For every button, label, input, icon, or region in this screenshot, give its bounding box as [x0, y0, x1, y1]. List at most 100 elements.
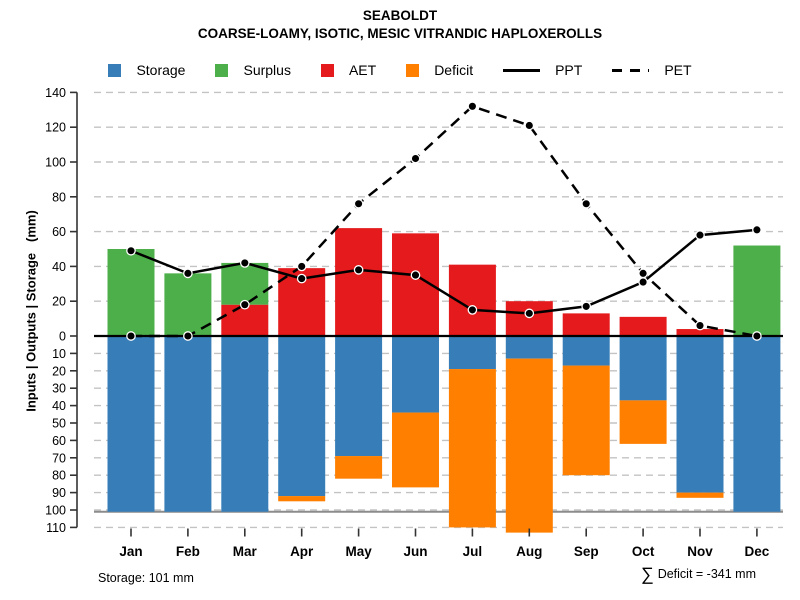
pet-point-jun [410, 153, 421, 164]
ppt-point-jun [410, 270, 421, 280]
y-tick-label: 20 [52, 364, 66, 378]
title-line-2: COARSE-LOAMY, ISOTIC, MESIC VITRANDIC HA… [197, 26, 603, 41]
deficit-footnote-text: Deficit = -341 mm [657, 567, 756, 581]
x-tick-label-jun: Jun [403, 544, 427, 559]
bar-deficit-jul [448, 369, 496, 528]
bar-storage-dec [733, 336, 781, 512]
legend-label-ppt: PPT [555, 62, 583, 78]
x-tick-label-nov: Nov [687, 544, 713, 559]
bar-storage-feb [164, 336, 212, 512]
ppt-point-aug [524, 308, 535, 319]
bar-storage-jun [392, 336, 439, 413]
title-line-1: SEABOLDT [362, 8, 438, 23]
storage-footnote: Storage: 101 mm [98, 571, 194, 585]
legend-label-deficit: Deficit [434, 62, 474, 78]
bar-surplus-feb [164, 273, 212, 336]
x-tick-label-may: May [345, 544, 372, 559]
bar-deficit-oct [619, 400, 667, 444]
legend-swatch-aet [320, 63, 334, 77]
sigma-symbol: ∑ [640, 564, 654, 584]
ppt-line [130, 228, 758, 315]
legend-item-storage: Storage [108, 62, 185, 78]
x-tick-label-dec: Dec [745, 544, 770, 559]
bar-deficit-sep [562, 365, 610, 476]
pet-point-nov [695, 320, 705, 331]
x-tick-label-feb: Feb [176, 544, 200, 559]
y-tick-label: 60 [52, 434, 66, 448]
bar-deficit-aug [505, 358, 553, 533]
x-tick-label-oct: Oct [632, 544, 655, 559]
legend-label-aet: AET [348, 62, 377, 78]
y-tick-label: 60 [52, 225, 66, 239]
pet-line [131, 104, 758, 338]
chart-title: SEABOLDT COARSE-LOAMY, ISOTIC, MESIC VIT… [0, 7, 800, 43]
x-axis: Jan Feb Mar Apr May Jun Jul Aug Sep Oct Nov Dec [119, 528, 770, 559]
bar-deficit-may [335, 456, 383, 479]
pet-point-dec [752, 331, 762, 341]
y-tick-label: 20 [52, 295, 66, 309]
bar-storage-nov [676, 336, 724, 493]
bar-deficit-jun [392, 412, 439, 488]
bar-aet-nov [676, 329, 724, 336]
legend-label-pet: PET [664, 62, 692, 78]
ppt-point-dec [752, 225, 762, 235]
bar-storage-may [335, 336, 383, 457]
y-tick-label: 70 [52, 451, 66, 465]
legend-swatch-pet [612, 68, 650, 72]
x-tick-label-aug: Aug [516, 544, 542, 559]
legend-item-ppt: PPT [503, 62, 582, 78]
ppt-point-oct [638, 277, 648, 287]
bar-surplus-jan [107, 249, 155, 336]
y-tick-label: 140 [45, 86, 66, 100]
pet-point-feb [183, 331, 193, 341]
bar-storage-jul [448, 336, 496, 370]
bar-deficit-apr [278, 496, 326, 502]
ppt-point-sep [581, 301, 592, 312]
pet-point-aug [524, 120, 535, 131]
y-tick-label: 40 [52, 260, 66, 274]
ppt-point-may [353, 265, 364, 275]
y-tick-label: 110 [46, 521, 66, 535]
y-tick-label: 10 [52, 347, 66, 361]
y-tick-label: 50 [52, 417, 66, 431]
y-tick-label: 100 [45, 504, 66, 518]
legend-item-pet: PET [612, 62, 692, 78]
y-tick-label: 80 [52, 469, 66, 483]
legend-label-surplus: Surplus [243, 62, 291, 78]
legend-swatch-deficit [406, 63, 420, 77]
bar-aet-aug [505, 301, 553, 336]
legend-swatch-storage [108, 63, 122, 77]
y-tick-label: 0 [59, 330, 66, 344]
bar-storage-oct [619, 336, 667, 401]
y-tick-label: 90 [52, 486, 66, 500]
legend-item-deficit: Deficit [406, 62, 473, 78]
pet-point-jan [126, 331, 136, 341]
pet-point-may [353, 198, 364, 209]
x-tick-label-jul: Jul [463, 544, 483, 559]
legend-label-storage: Storage [136, 62, 186, 78]
pet-point-sep [581, 198, 592, 209]
legend-item-aet: AET [320, 62, 377, 78]
ppt-point-mar [239, 258, 250, 268]
legend-item-surplus: Surplus [215, 62, 291, 78]
bar-aet-oct [619, 316, 667, 336]
bar-deficit-nov [676, 492, 724, 498]
ppt-point-apr [296, 273, 307, 284]
x-tick-label-apr: Apr [290, 544, 314, 559]
y-axis: 140 120 100 80 60 40 20 0 10 20 30 40 50 60 70 80 90 100 1… [45, 86, 78, 535]
ppt-point-jul [467, 305, 478, 315]
pet-point-oct [638, 268, 648, 279]
x-tick-label-jan: Jan [119, 544, 142, 559]
legend: Storage Surplus AET Deficit PPT PET [0, 62, 800, 78]
bar-surplus-dec [733, 245, 781, 336]
pet-point-jul [467, 101, 478, 112]
legend-swatch-ppt [503, 68, 541, 72]
pet-point-apr [296, 261, 307, 272]
y-tick-label: 30 [52, 382, 66, 396]
pet-points [126, 101, 762, 341]
bar-aet-may [335, 228, 383, 336]
ppt-point-jan [126, 245, 136, 256]
bar-aet-sep [562, 313, 610, 336]
bar-surplus-mar [221, 262, 269, 305]
